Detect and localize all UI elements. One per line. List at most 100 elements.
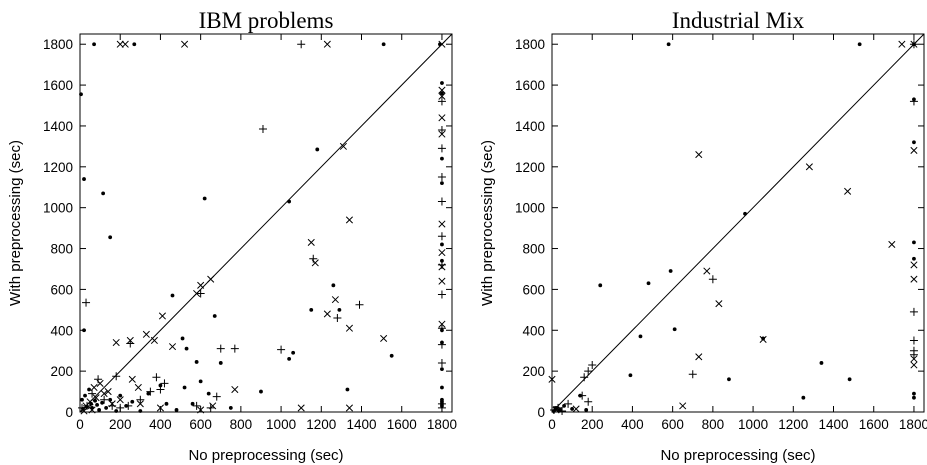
cross-point: [345, 216, 354, 224]
cross-point: [572, 405, 580, 413]
plus-point: [230, 344, 239, 353]
y-tick-label: 200: [522, 364, 545, 379]
dot-point: [287, 199, 292, 204]
plus-point: [160, 379, 169, 388]
dot-point: [108, 235, 113, 240]
x-tick-label: 1400: [346, 417, 376, 432]
y-tick-label: 400: [522, 323, 545, 338]
plus-point: [437, 358, 446, 367]
y-tick-label: 0: [65, 405, 73, 420]
chart-title: IBM problems: [199, 8, 334, 33]
cross-point: [197, 406, 205, 414]
plus-point: [554, 403, 563, 412]
dot-point: [847, 377, 852, 382]
dot-point: [315, 147, 320, 152]
y-tick-label: 400: [50, 323, 73, 338]
cross-point: [438, 320, 446, 328]
x-axis-label: No preprocessing (sec): [188, 447, 343, 464]
cross-point: [307, 238, 315, 246]
plus-point: [88, 389, 97, 398]
dot-point: [182, 385, 187, 390]
cross-point: [134, 383, 142, 392]
cross-point: [380, 334, 388, 342]
plus-point: [212, 392, 221, 401]
dot-point: [212, 314, 217, 318]
plus-point: [82, 298, 91, 307]
dot-point: [146, 391, 151, 396]
cross-point: [128, 375, 136, 383]
plus-point: [216, 344, 225, 353]
plus-point: [100, 395, 109, 404]
cross-point: [703, 267, 711, 275]
industrial-mix-panel: Industrial Mix 0 200 400 600 800 1000 1200 1400…: [479, 8, 927, 464]
plot-area-frame: [551, 33, 925, 413]
y-tick-label: 1800: [43, 37, 73, 52]
plus-point: [277, 345, 286, 354]
plus-point: [437, 97, 446, 106]
dot-point: [440, 91, 444, 96]
plus-point: [116, 403, 125, 412]
dot-point: [598, 283, 603, 288]
dot-point: [97, 408, 102, 412]
dot-point: [170, 293, 175, 298]
dot-point: [440, 81, 444, 85]
cross-point: [231, 385, 239, 394]
dot-point: [104, 406, 109, 410]
dot-point: [206, 391, 211, 396]
cross-point: [345, 324, 354, 332]
dot-point: [331, 283, 336, 288]
dot-point: [912, 395, 916, 400]
plus-point: [309, 254, 318, 263]
plus-point: [124, 401, 133, 410]
dot-point: [570, 407, 575, 411]
dot-point: [130, 399, 135, 404]
plus-point: [558, 406, 567, 415]
dot-point: [440, 156, 444, 161]
dot-point: [638, 334, 643, 339]
plus-point: [437, 232, 446, 241]
cross-point: [438, 130, 446, 138]
x-tick-label: 400: [621, 417, 644, 432]
dot-point: [743, 211, 747, 216]
plot-area-frame: [79, 33, 453, 413]
dot-point: [89, 401, 93, 406]
cross-point: [438, 40, 446, 48]
plus-point: [78, 403, 87, 412]
y-tick-label: 600: [522, 282, 545, 297]
dot-point: [819, 361, 824, 365]
plus-point: [909, 307, 918, 316]
x-tick-label: 400: [149, 417, 172, 432]
plus-point: [909, 336, 918, 345]
plus-point: [112, 372, 121, 381]
dot-point: [190, 401, 195, 406]
x-tick-label: 600: [189, 417, 212, 432]
plus-point: [94, 375, 103, 384]
dot-point: [440, 258, 444, 263]
plus-point: [146, 387, 155, 396]
cross-point: [910, 361, 918, 369]
cross-point: [910, 275, 918, 283]
cross-point: [112, 338, 120, 347]
plus-point: [437, 324, 446, 333]
plus-point: [437, 290, 446, 299]
dot-point: [291, 350, 296, 355]
y-tick-label: 800: [522, 242, 545, 257]
cross-point: [438, 92, 446, 100]
cross-point: [168, 343, 177, 351]
cross-point: [910, 146, 918, 155]
x-tick-label: 1800: [427, 417, 457, 432]
dot-point: [228, 406, 233, 410]
plus-point: [333, 314, 342, 323]
y-tick-label: 1600: [515, 78, 545, 93]
y-tick-label: 200: [50, 364, 73, 379]
x-tick-label: 1000: [266, 417, 296, 432]
plus-point: [297, 40, 306, 49]
dot-point: [132, 42, 137, 47]
x-tick-label: 1600: [859, 417, 889, 432]
plus-point: [206, 403, 215, 412]
cross-point: [695, 353, 703, 361]
plus-point: [584, 367, 593, 376]
dot-point: [381, 42, 386, 47]
cross-point: [679, 402, 687, 410]
